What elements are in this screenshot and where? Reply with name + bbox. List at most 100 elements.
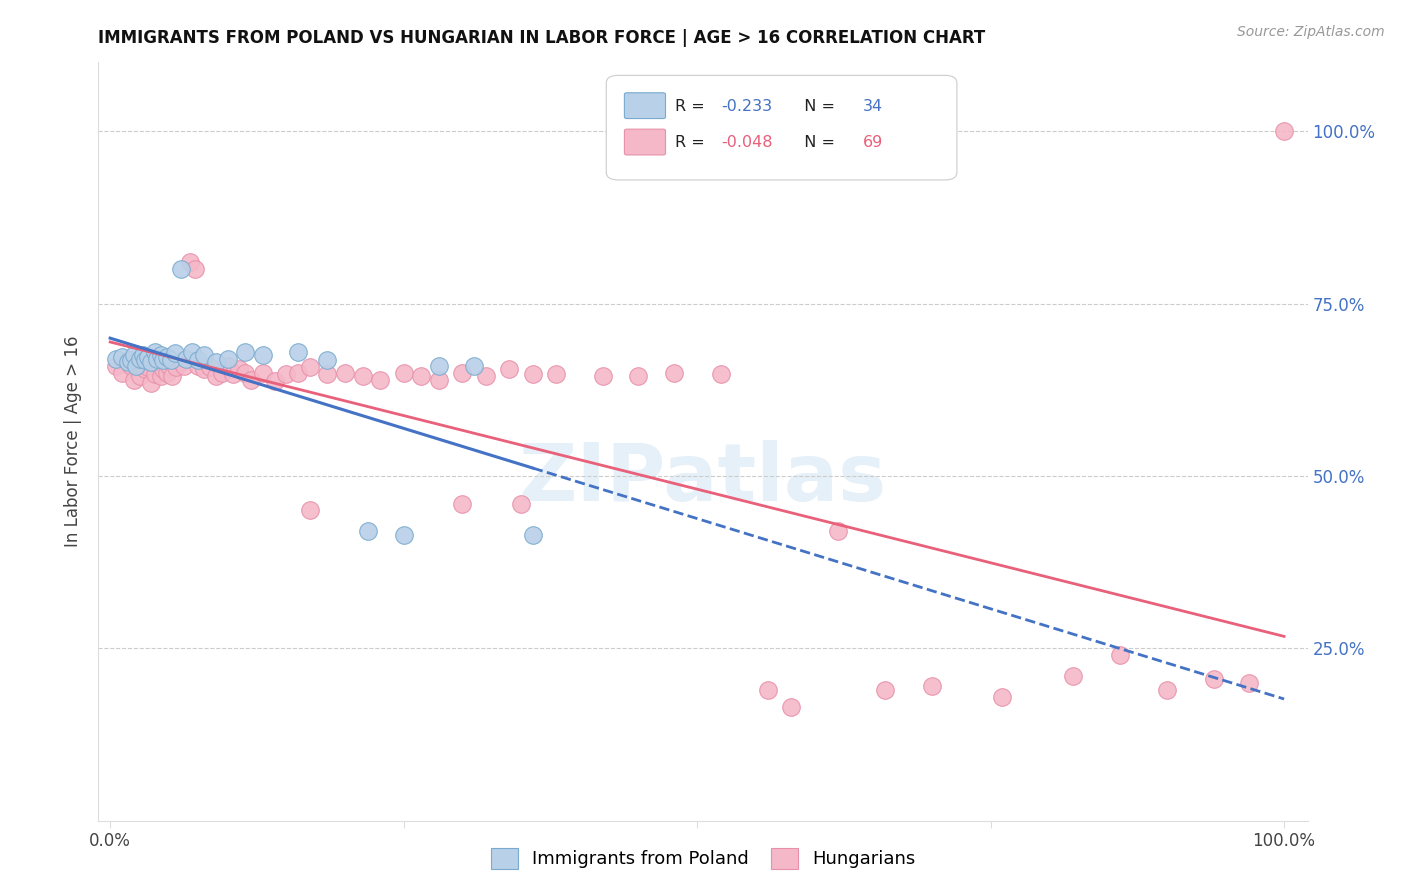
Point: [160, 353, 183, 368]
Point: [710, 367, 733, 381]
Text: N =: N =: [793, 99, 839, 114]
Point: [176, 351, 198, 366]
Point: [827, 524, 849, 538]
Point: [111, 351, 134, 365]
Point: [240, 372, 263, 386]
Point: [111, 366, 134, 380]
FancyBboxPatch shape: [606, 75, 957, 180]
Point: [204, 355, 226, 369]
Point: [165, 360, 187, 375]
Point: [149, 348, 172, 362]
Point: [183, 262, 205, 277]
Point: [132, 348, 155, 362]
Point: [592, 369, 614, 384]
Text: R =: R =: [675, 136, 710, 151]
Point: [392, 527, 415, 541]
Point: [991, 690, 1014, 704]
Point: [427, 372, 450, 386]
Point: [143, 345, 166, 359]
Point: [392, 366, 415, 380]
Point: [546, 367, 568, 381]
Point: [157, 359, 180, 373]
Point: [1202, 673, 1225, 687]
Point: [316, 353, 339, 368]
Legend: Immigrants from Poland, Hungarians: Immigrants from Poland, Hungarians: [484, 840, 922, 876]
Point: [522, 527, 544, 541]
Point: [522, 367, 544, 381]
Point: [169, 262, 191, 277]
Point: [193, 362, 215, 376]
Point: [1156, 682, 1178, 697]
Text: Source: ZipAtlas.com: Source: ZipAtlas.com: [1237, 25, 1385, 39]
Point: [451, 497, 474, 511]
Point: [228, 362, 250, 376]
Point: [136, 360, 159, 375]
Point: [128, 369, 150, 384]
Text: N =: N =: [793, 136, 839, 151]
Text: -0.233: -0.233: [721, 99, 772, 114]
Point: [134, 353, 156, 368]
Point: [211, 366, 233, 380]
Point: [1237, 675, 1260, 690]
Point: [105, 351, 128, 366]
Point: [187, 359, 209, 373]
Point: [173, 359, 195, 373]
Point: [263, 374, 285, 388]
Point: [662, 366, 685, 380]
Point: [352, 369, 374, 384]
Point: [117, 353, 139, 368]
Point: [498, 362, 520, 376]
Point: [1272, 124, 1295, 138]
Point: [357, 524, 380, 538]
Point: [222, 367, 245, 381]
Point: [298, 503, 321, 517]
Point: [122, 372, 145, 386]
Point: [463, 359, 485, 373]
Point: [120, 353, 142, 368]
Point: [411, 369, 433, 384]
Point: [451, 366, 474, 380]
FancyBboxPatch shape: [624, 129, 665, 155]
Point: [146, 351, 169, 366]
Text: -0.048: -0.048: [721, 136, 773, 151]
Point: [252, 366, 274, 380]
Point: [298, 360, 321, 375]
Point: [155, 366, 177, 380]
Point: [921, 679, 943, 693]
Point: [187, 353, 209, 368]
Point: [122, 348, 145, 362]
Point: [128, 351, 150, 366]
Point: [627, 369, 650, 384]
Point: [475, 369, 498, 384]
Point: [368, 372, 391, 386]
Point: [152, 353, 174, 368]
Point: [198, 360, 221, 375]
Text: 34: 34: [863, 99, 883, 114]
FancyBboxPatch shape: [624, 93, 665, 119]
Point: [105, 359, 128, 373]
Point: [427, 359, 450, 373]
Point: [163, 346, 186, 360]
Point: [146, 355, 169, 369]
Point: [117, 355, 139, 369]
Point: [252, 348, 274, 362]
Point: [510, 497, 533, 511]
Point: [873, 682, 896, 697]
Point: [152, 362, 174, 376]
Point: [181, 345, 204, 359]
Point: [204, 369, 226, 384]
Text: 69: 69: [863, 136, 883, 151]
Point: [217, 351, 239, 366]
Point: [120, 359, 142, 373]
Point: [169, 355, 191, 369]
Point: [141, 376, 163, 390]
Point: [179, 255, 201, 269]
Point: [1062, 669, 1084, 683]
Point: [233, 366, 256, 380]
Point: [143, 367, 166, 381]
Point: [1108, 648, 1130, 663]
Point: [756, 682, 779, 697]
Point: [162, 369, 184, 384]
Point: [233, 345, 256, 359]
Point: [287, 366, 309, 380]
